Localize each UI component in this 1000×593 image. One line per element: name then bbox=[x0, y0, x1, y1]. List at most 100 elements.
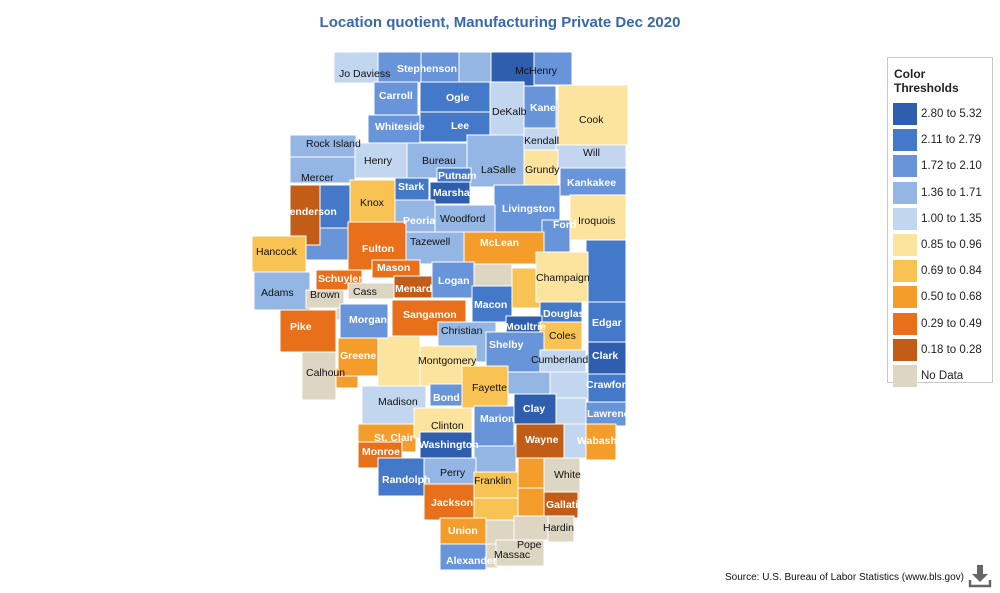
county-shape[interactable] bbox=[429, 181, 471, 205]
county-shape[interactable] bbox=[473, 441, 517, 477]
county-label: Stephenson bbox=[397, 63, 457, 75]
county-shape[interactable] bbox=[289, 156, 356, 184]
county-shape[interactable] bbox=[373, 81, 419, 116]
legend-swatch bbox=[893, 129, 917, 152]
county-label: Clark bbox=[592, 350, 618, 362]
county-shape[interactable] bbox=[523, 149, 559, 186]
county-shape[interactable] bbox=[513, 515, 549, 541]
county-shape[interactable] bbox=[587, 373, 627, 403]
county-label: Sangamon bbox=[403, 309, 457, 321]
county-shape[interactable] bbox=[585, 239, 627, 303]
county-shape[interactable] bbox=[555, 144, 627, 171]
county-shape[interactable] bbox=[489, 81, 525, 138]
county-shape[interactable] bbox=[535, 251, 589, 303]
county-shape[interactable] bbox=[439, 517, 487, 545]
county-shape[interactable] bbox=[539, 321, 583, 351]
county-shape[interactable] bbox=[533, 51, 573, 86]
county-shape[interactable] bbox=[405, 231, 467, 265]
county-label: Monroe bbox=[362, 446, 400, 458]
county-label: Mercer bbox=[301, 172, 334, 184]
county-shape[interactable] bbox=[517, 487, 545, 517]
county-shape[interactable] bbox=[377, 457, 427, 497]
legend-swatch bbox=[893, 181, 917, 204]
county-shape[interactable] bbox=[569, 194, 627, 241]
county-label: Douglas bbox=[543, 308, 585, 320]
county-shape[interactable] bbox=[466, 134, 525, 188]
county-shape[interactable] bbox=[377, 51, 422, 84]
download-icon[interactable] bbox=[968, 562, 994, 588]
county-shape[interactable] bbox=[517, 457, 545, 489]
county-label: Tazewell bbox=[410, 236, 450, 248]
county-shape[interactable] bbox=[587, 301, 627, 343]
county-label: Menard bbox=[395, 283, 432, 295]
county-shape[interactable] bbox=[471, 285, 513, 323]
legend-item: 0.85 to 0.96 bbox=[888, 232, 992, 258]
county-label: Alexander bbox=[446, 555, 497, 567]
county-label: Marshall bbox=[433, 187, 476, 199]
legend-label: No Data bbox=[921, 369, 964, 382]
county-label: Coles bbox=[549, 330, 576, 342]
county-shape[interactable] bbox=[301, 351, 337, 401]
county-shape[interactable] bbox=[461, 365, 509, 409]
county-label: Massac bbox=[494, 549, 530, 561]
county-shape[interactable] bbox=[547, 515, 575, 543]
county-shape[interactable] bbox=[339, 303, 389, 339]
county-shape[interactable] bbox=[559, 167, 627, 197]
county-shape[interactable] bbox=[423, 457, 477, 485]
county-shape[interactable] bbox=[539, 349, 587, 373]
county-shape[interactable] bbox=[587, 341, 627, 375]
county-label: Henry bbox=[364, 155, 393, 167]
county-label: Bureau bbox=[422, 155, 456, 167]
county-shape[interactable] bbox=[511, 267, 541, 309]
county-shape[interactable] bbox=[585, 401, 627, 427]
county-shape[interactable] bbox=[557, 84, 629, 146]
county-label: Hardin bbox=[543, 522, 574, 534]
county-label: McLean bbox=[480, 237, 519, 249]
county-shape[interactable] bbox=[423, 483, 475, 521]
county-shape[interactable] bbox=[377, 335, 421, 387]
county-shape[interactable] bbox=[337, 337, 379, 377]
county-shape[interactable] bbox=[555, 397, 587, 425]
county-shape[interactable] bbox=[333, 51, 380, 84]
county-label: Shelby bbox=[489, 339, 524, 351]
county-label: Putnam bbox=[438, 170, 477, 182]
county-label: Stark bbox=[398, 181, 424, 193]
county-shape[interactable] bbox=[439, 543, 487, 571]
county-label: Cass bbox=[353, 286, 377, 298]
legend-title: Color Thresholds bbox=[894, 67, 959, 95]
county-shape[interactable] bbox=[473, 263, 513, 287]
county-shape[interactable] bbox=[305, 289, 345, 309]
county-shape[interactable] bbox=[523, 85, 557, 129]
legend-item: 0.50 to 0.68 bbox=[888, 284, 992, 310]
county-shape[interactable] bbox=[495, 539, 545, 567]
county-label: Ogle bbox=[446, 92, 469, 104]
county-shape[interactable] bbox=[541, 219, 571, 253]
county-label: Greene bbox=[340, 350, 376, 362]
county-label: Iroquois bbox=[578, 215, 615, 227]
county-shape[interactable] bbox=[253, 271, 311, 311]
county-shape[interactable] bbox=[463, 231, 545, 265]
legend-label: 0.18 to 0.28 bbox=[921, 343, 982, 356]
county-label: Union bbox=[448, 525, 478, 537]
county-shape[interactable] bbox=[485, 331, 545, 373]
county-label: Carroll bbox=[379, 90, 413, 102]
county-label: Perry bbox=[440, 467, 466, 479]
county-label: Moultrie bbox=[505, 321, 546, 333]
county-shape[interactable] bbox=[473, 405, 515, 447]
county-shape[interactable] bbox=[585, 423, 617, 461]
county-label: Champaign bbox=[536, 272, 590, 284]
county-shape[interactable] bbox=[473, 471, 519, 499]
county-shape[interactable] bbox=[543, 491, 579, 519]
legend-swatch bbox=[893, 364, 917, 387]
county-shape[interactable] bbox=[289, 184, 321, 246]
county-label: Madison bbox=[378, 396, 418, 408]
county-shape[interactable] bbox=[279, 309, 337, 353]
county-shape[interactable] bbox=[515, 423, 565, 459]
county-shape[interactable] bbox=[419, 431, 473, 459]
county-label: Schuyler bbox=[318, 273, 362, 285]
legend-label: 1.36 to 1.71 bbox=[921, 186, 982, 199]
county-shape[interactable] bbox=[458, 51, 492, 83]
legend-items: 2.80 to 5.32 2.11 to 2.79 1.72 to 2.10 1.36… bbox=[888, 101, 992, 389]
county-shape[interactable] bbox=[431, 261, 475, 299]
